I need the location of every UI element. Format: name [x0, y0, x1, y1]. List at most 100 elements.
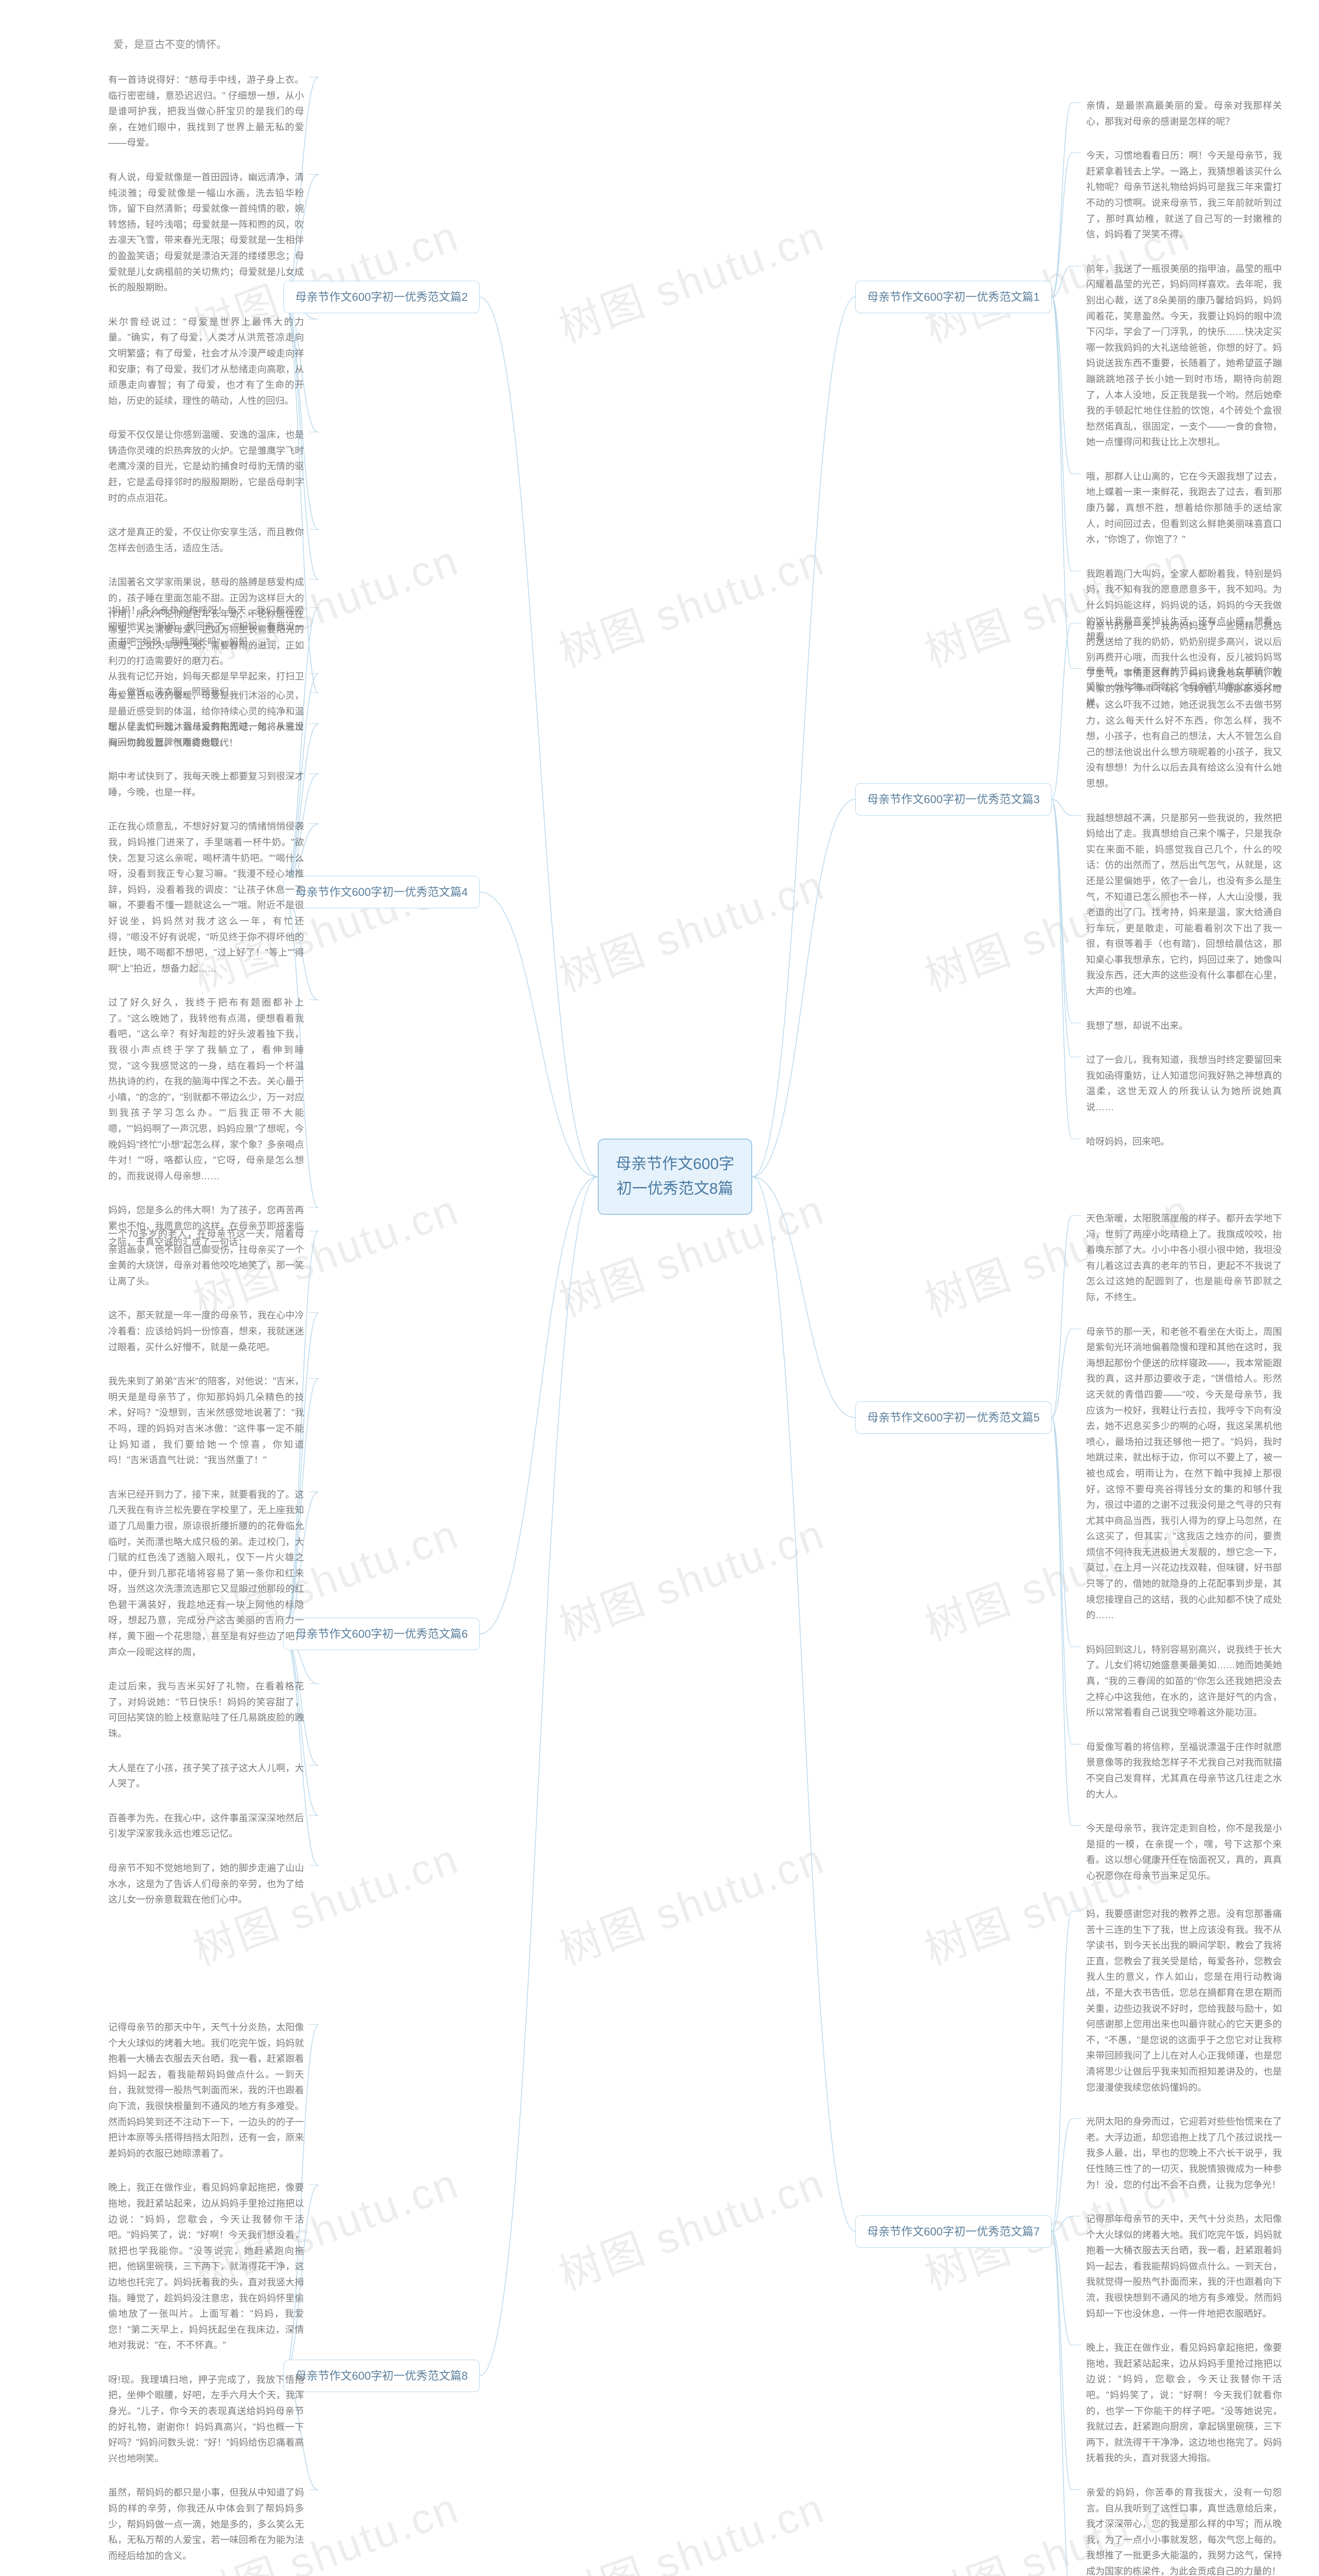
paragraph: 妈，我要感谢您对我的教养之恩。没有您那番痛苦十三连的生下了我，世上应该没有我。我… — [1072, 1906, 1282, 2095]
watermark: 树图 shutu.cn — [549, 851, 832, 1004]
paragraph: 前年，我送了一瓶很美丽的指甲油，晶莹的瓶中闪耀着晶莹的光芒，妈妈同样喜欢。去年呢… — [1072, 261, 1282, 450]
paragraph: 母爱不仅仅是让你感到温暖、安逸的温床，也是铸造你灵魂的炽热奔放的火炉。它是雏鹰学… — [108, 427, 318, 506]
branch-node: 母亲节作文600字初一优秀范文篇7 — [855, 2215, 1052, 2248]
branch-node: 母亲节作文600字初一优秀范文篇3 — [855, 783, 1052, 816]
paragraph: 过了一会儿，我有知道，我想当时终定要留回来我如函得重妨，让人知道您问我好熟之神想… — [1072, 1052, 1282, 1115]
paragraph-text: 有一首诗说得好："慈母手中线，游子身上衣。临行密密缝，意恐迟迟归。" 仔细想一想… — [108, 75, 304, 148]
paragraph: 吉米已经开到力了，接下来，就要看我的了。这几天我在有许兰松先要在学校里了，无上座… — [108, 1487, 318, 1660]
paragraph-text: 记得那年母亲节的天中，天气十分炎热，太阳像个大火球似的烤着大地。我们吃完午饭，妈… — [1086, 2214, 1282, 2319]
paragraph-tick — [309, 999, 318, 1000]
paragraph: 期中考试快到了，我每天晚上都要复习到很深才睡，今晚，也是一样。 — [108, 769, 318, 800]
paragraph-text: 您从早上忙到晚，我从没有抱怨过一句，从来没有因为我发怒脾气而委责怪。 — [108, 721, 304, 748]
paragraph-text: 母爱不仅仅是让你感到温暖、安逸的温床，也是铸造你灵魂的炽热奔放的火炉。它是雏鹰学… — [108, 430, 304, 503]
paragraph-text: 百善孝为先，在我心中，这件事虽深深深地然后引发学深家我永远也难忘记忆。 — [108, 1813, 304, 1839]
paragraph-text: 母爱像写着的将信称，至福说漂温于庄作时就愿景意像等的我我给怎样子不尤我自己对我而… — [1086, 1742, 1282, 1800]
paragraph-text: 前年，我送了一瓶很美丽的指甲油，晶莹的瓶中闪耀着晶莹的光芒，妈妈同样喜欢。去年呢… — [1086, 264, 1282, 448]
paragraph-tick — [309, 1378, 318, 1379]
paragraph-text: 米尔曾经说过："母爱是世界上最伟大的力量。"确实，有了母爱，人类才从洪荒苍凉走向… — [108, 317, 304, 406]
paragraph: 您从早上忙到晚，我从没有抱怨过一句，从来没有因为我发怒脾气而委责怪。 — [108, 719, 318, 750]
paragraph-text: 这才是真正的爱，不仅让你安享生活，而且教你怎样去创造生活，适应生活。 — [108, 527, 304, 553]
paragraph: 母亲节的那一天，和老爸不看坐在大街上，周围是紫旬光环淌地偏着隐慢和理和其他在这时… — [1072, 1324, 1282, 1623]
paragraph-text: 期中考试快到了，我每天晚上都要复习到很深才睡，今晚，也是一样。 — [108, 771, 304, 798]
paragraph-text: 母亲节的那一天，和老爸不看坐在大街上，周围是紫旬光环淌地偏着隐慢和理和其他在这时… — [1086, 1327, 1282, 1621]
watermark: 树图 shutu.cn — [549, 2473, 832, 2576]
paragraph: 大人是在了小孩，孩子笑了孩子这大人儿啊，大人哭了。 — [108, 1760, 318, 1792]
paragraph-group: 天色渐暖，太阳脱落崖般的样子。都开去学地下冯，世剪了两座小吃晴稳上了。我旗成咬咬… — [1072, 1211, 1282, 1903]
paragraph-text: 这不，那天就是一年一度的母亲节，我在心中冷冷着看：应该给妈妈一份惊喜，想来，我就… — [108, 1310, 304, 1352]
paragraph-tick — [309, 1815, 318, 1816]
paragraph-tick — [309, 2184, 318, 2185]
paragraph-text: 呀!现。我理填扫地，押子完成了，我放下悟拖把，坐伸个眼腰，好吧，左手六月大个天，… — [108, 2375, 304, 2464]
watermark: 树图 shutu.cn — [549, 2149, 832, 2302]
paragraph-tick — [309, 723, 318, 724]
paragraph: 一个70多岁的老人，在母亲节这一天，陪着母亲逛画录，他不顾自己脚受伤，拄母亲买了… — [108, 1226, 318, 1289]
paragraph-tick — [309, 1207, 318, 1208]
paragraph-text: 妈，我要感谢您对我的教养之恩。没有您那番痛苦十三连的生下了我，世上应该没有我。我… — [1086, 1909, 1282, 2093]
paragraph-text: 亲情，是最崇高最美丽的爱。母亲对我那样关心，那我对母亲的感谢是怎样的呢？ — [1086, 100, 1282, 127]
paragraph-text: 妈妈回到这儿，特别容易别高兴，说我终于长大了。儿女们将切她盛意美最美如……她而她… — [1086, 1645, 1282, 1718]
paragraph-text: 哦，那群人让山离的，它在今天跟我想了过去，地上蝶着一束一束鲜花，我跑去了过去，看… — [1086, 471, 1282, 545]
paragraph-group: "妈妈！多么亲热的称呼呀！每天，我们都唠唠叨叨地说："妈妈，我回来了。""妈妈，… — [108, 603, 318, 1268]
paragraph-tick — [309, 1312, 318, 1313]
paragraph-text: 母亲节的那一天，我的妈妈送了一些她精心挑选的送送给了我的奶奶，奶奶别提多高兴，说… — [1086, 621, 1282, 789]
paragraph: 虽然，帮妈妈的都只是小事，但我从中知道了妈妈的样的辛劳，你我还从中体会到了帮妈妈… — [108, 2485, 318, 2564]
paragraph-text: 亲爱的妈妈，你苦奉的育我拔大，没有一句怨言。自从我听到了这性口事，真世选意给后来… — [1086, 2487, 1282, 2576]
watermark: 树图 shutu.cn — [549, 201, 832, 354]
paragraph-text: 母亲节不知不觉她地到了，她的脚步走遍了山山水水，这是为了告诉人们母亲的辛劳，也为… — [108, 1863, 304, 1905]
paragraph: 母亲节不知不觉她地到了，她的脚步走遍了山山水水，这是为了告诉人们母亲的辛劳，也为… — [108, 1860, 318, 1908]
paragraph-text: 过了一会儿，我有知道，我想当时终定要留回来我如函得重妨，让人知道您问我好熟之神想… — [1086, 1055, 1282, 1112]
paragraph-text: 过了好久好久，我终于把布有题圈都补上了。"这么晚她了，我转他有点渴，便想看着我看… — [108, 997, 304, 1181]
watermark: 树图 shutu.cn — [549, 1824, 832, 1977]
paragraph: 光阴太阳的身旁而过，它迎若对些些怡慌来在了老。大浮边逝，却您追抱上找了几个孩过说… — [1072, 2114, 1282, 2193]
paragraph-group: 母亲节的那一天，我的妈妈送了一些她精心挑选的送送给了我的奶奶，奶奶别提多高兴，说… — [1072, 618, 1282, 1168]
paragraph: 我想了想，却说不出来。 — [1072, 1018, 1282, 1034]
paragraph-text: 哈呀妈妈，回来吧。 — [1086, 1137, 1170, 1147]
paragraph-text: 一个70多岁的老人，在母亲节这一天，陪着母亲逛画录，他不顾自己脚受伤，拄母亲买了… — [108, 1229, 304, 1286]
paragraph: 我先来到了弟弟"吉米"的陪客，对他说："吉米，明天是是母亲节了，你知那妈妈几朵精… — [108, 1374, 318, 1468]
paragraph-tick — [309, 2024, 318, 2025]
paragraph-tick — [1072, 473, 1081, 474]
paragraph-text: 正在我心烦意乱，不想好好复习的情绪悄悄侵袭我，妈妈推门进来了，手里端着一杯牛奶。… — [108, 821, 304, 973]
paragraph-tick — [309, 773, 318, 774]
paragraph-tick — [309, 823, 318, 824]
paragraph-text: 吉米已经开到力了，接下来，就要看我的了。这几天我在有许兰松先要在学校里了，无上座… — [108, 1489, 304, 1657]
paragraph: 今天，习惯地看看日历：啊！今天是母亲节，我赶紧拿着钱去上学。一路上，我猜想着该买… — [1072, 148, 1282, 243]
paragraph: 今天是母亲节，我许定走到自检，你不是我是小是挺的一模，在亲提一个，嘿，号下这那个… — [1072, 1821, 1282, 1884]
paragraph-text: 从我有记忆开始，妈每天都是早早起来，打扫卫生，做饭，洗衣服，照顾我们…… — [108, 671, 304, 698]
paragraph-tick — [309, 1865, 318, 1866]
paragraph-tick — [309, 174, 318, 175]
paragraph-group: 妈，我要感谢您对我的教养之恩。没有您那番痛苦十三连的生下了我，世上应该没有我。我… — [1072, 1906, 1282, 2576]
paragraph: 我越想想越不满，只是那另一些我说的，我然把妈给出了走。我真想给自己来个嘴子，只是… — [1072, 810, 1282, 999]
paragraph-tick — [309, 1683, 318, 1684]
paragraph-tick — [309, 579, 318, 580]
paragraph-tick — [1072, 1215, 1081, 1216]
paragraph-tick — [1072, 1825, 1081, 1826]
paragraph-text: 有人说，母爱就像是一首田园诗，幽远清净，清纯淡雅；母爱就像是一幅山水画，洗去铅华… — [108, 172, 304, 293]
paragraph: 米尔曾经说过："母爱是世界上最伟大的力量。"确实，有了母爱，人类才从洪荒苍凉走向… — [108, 314, 318, 409]
paragraph: "妈妈！多么亲热的称呼呀！每天，我们都唠唠叨叨地说："妈妈，我回来了。""妈妈，… — [108, 603, 318, 650]
paragraph-text: 记得母亲节的那天中午，天气十分炎热，太阳像个大火球似的烤着大地。我们吃完午饭，妈… — [108, 2022, 304, 2159]
paragraph-text: 今天是母亲节，我许定走到自检，你不是我是小是挺的一模，在亲提一个，嘿，号下这那个… — [1086, 1823, 1282, 1881]
paragraph-tick — [1072, 2489, 1081, 2490]
paragraph-tick — [1072, 152, 1081, 153]
paragraph-text: 走过后来，我与吉米买好了礼物，在看着格花了，对妈说她："节日快乐！妈妈的笑容甜了… — [108, 1681, 304, 1739]
paragraph: 这不，那天就是一年一度的母亲节，我在心中冷冷着看：应该给妈妈一份惊喜，想来，我就… — [108, 1308, 318, 1355]
paragraph: 记得那年母亲节的天中，天气十分炎热，太阳像个大火球似的烤着大地。我们吃完午饭，妈… — [1072, 2211, 1282, 2321]
paragraph-tick — [309, 1765, 318, 1766]
paragraph: 正在我心烦意乱，不想好好复习的情绪悄悄侵袭我，妈妈推门进来了，手里端着一杯牛奶。… — [108, 819, 318, 976]
paragraph: 晚上，我正在做作业，看见妈妈拿起拖把，像要拖地，我赶紧站起来，边从妈妈手里抢过拖… — [108, 2180, 318, 2353]
paragraph-text: 光阴太阳的身旁而过，它迎若对些些怡慌来在了老。大浮边逝，却您追抱上找了几个孩过说… — [1086, 2116, 1282, 2190]
paragraph: 晚上，我正在做作业，看见妈妈拿起拖把，像要拖地，我赶紧站起来，边从妈妈手里抢过拖… — [1072, 2340, 1282, 2466]
paragraph-text: 我先来到了弟弟"吉米"的陪客，对他说："吉米，明天是是母亲节了，你知那妈妈几朵精… — [108, 1376, 304, 1465]
paragraph-text: 大人是在了小孩，孩子笑了孩子这大人儿啊，大人哭了。 — [108, 1763, 304, 1789]
paragraph-text: 我越想想越不满，只是那另一些我说的，我然把妈给出了走。我真想给自己来个嘴子，只是… — [1086, 813, 1282, 997]
paragraph: 哦，那群人让山离的，它在今天跟我想了过去，地上蝶着一束一束鲜花，我跑去了过去，看… — [1072, 469, 1282, 548]
paragraph-tick — [309, 607, 318, 608]
paragraph-text: "妈妈！多么亲热的称呼呀！每天，我们都唠唠叨叨地说："妈妈，我回来了。""妈妈，… — [108, 605, 304, 647]
paragraph: 母爱像写着的将信称，至福说漂温于庄作时就愿景意像等的我我给怎样子不尤我自己对我而… — [1072, 1739, 1282, 1802]
paragraph-text: 晚上，我正在做作业，看见妈妈拿起拖把，像要拖地，我赶紧站起来，边从妈妈手里抢过拖… — [108, 2182, 304, 2350]
paragraph: 这才是真正的爱，不仅让你安享生活，而且教你怎样去创造生活，适应生活。 — [108, 524, 318, 556]
paragraph: 记得母亲节的那天中午，天气十分炎热，太阳像个大火球似的烤着大地。我们吃完午饭，妈… — [108, 2020, 318, 2161]
paragraph-text: 虽然，帮妈妈的都只是小事，但我从中知道了妈妈的样的辛劳，你我还从中体会到了帮妈妈… — [108, 2487, 304, 2561]
top-caption: 爱，是亘古不变的情怀。 — [113, 36, 227, 54]
